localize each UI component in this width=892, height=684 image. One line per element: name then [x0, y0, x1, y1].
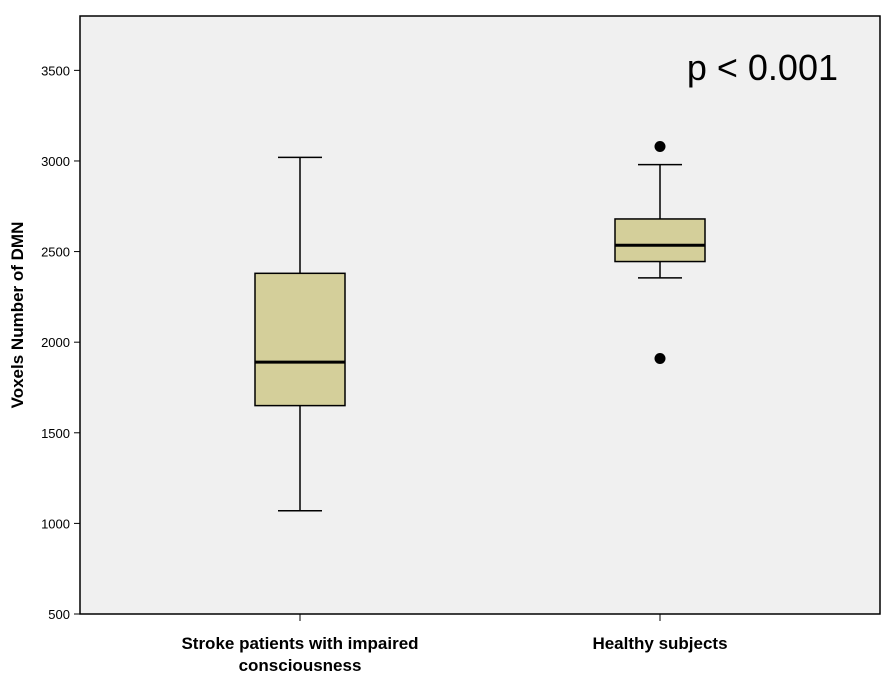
x-category-label: Healthy subjects: [592, 634, 727, 653]
outlier-point: [654, 140, 666, 152]
box-group: [614, 140, 706, 364]
x-category-label: Stroke patients with impaired: [181, 634, 418, 653]
y-tick-label: 2500: [41, 245, 70, 260]
y-tick-label: 3000: [41, 154, 70, 169]
y-axis-title: Voxels Number of DMN: [8, 222, 27, 409]
iqr-box: [254, 272, 346, 407]
p-value-annotation: p < 0.001: [687, 47, 838, 88]
x-axis: Stroke patients with impaired consciousne…: [181, 614, 728, 675]
y-tick-label: 1000: [41, 516, 70, 531]
box-series: [254, 140, 706, 512]
outlier-point: [654, 352, 666, 364]
y-tick-label: 500: [48, 607, 70, 622]
box-group: [254, 156, 346, 512]
y-tick-label: 2000: [41, 335, 70, 350]
y-tick-label: 3500: [41, 63, 70, 78]
x-category-label: consciousness: [239, 656, 362, 675]
y-tick-label: 1500: [41, 426, 70, 441]
y-axis: 500 1000 1500 2000 2500 3000 3500: [41, 63, 80, 622]
iqr-box: [614, 218, 706, 263]
plot-area: [79, 15, 881, 615]
